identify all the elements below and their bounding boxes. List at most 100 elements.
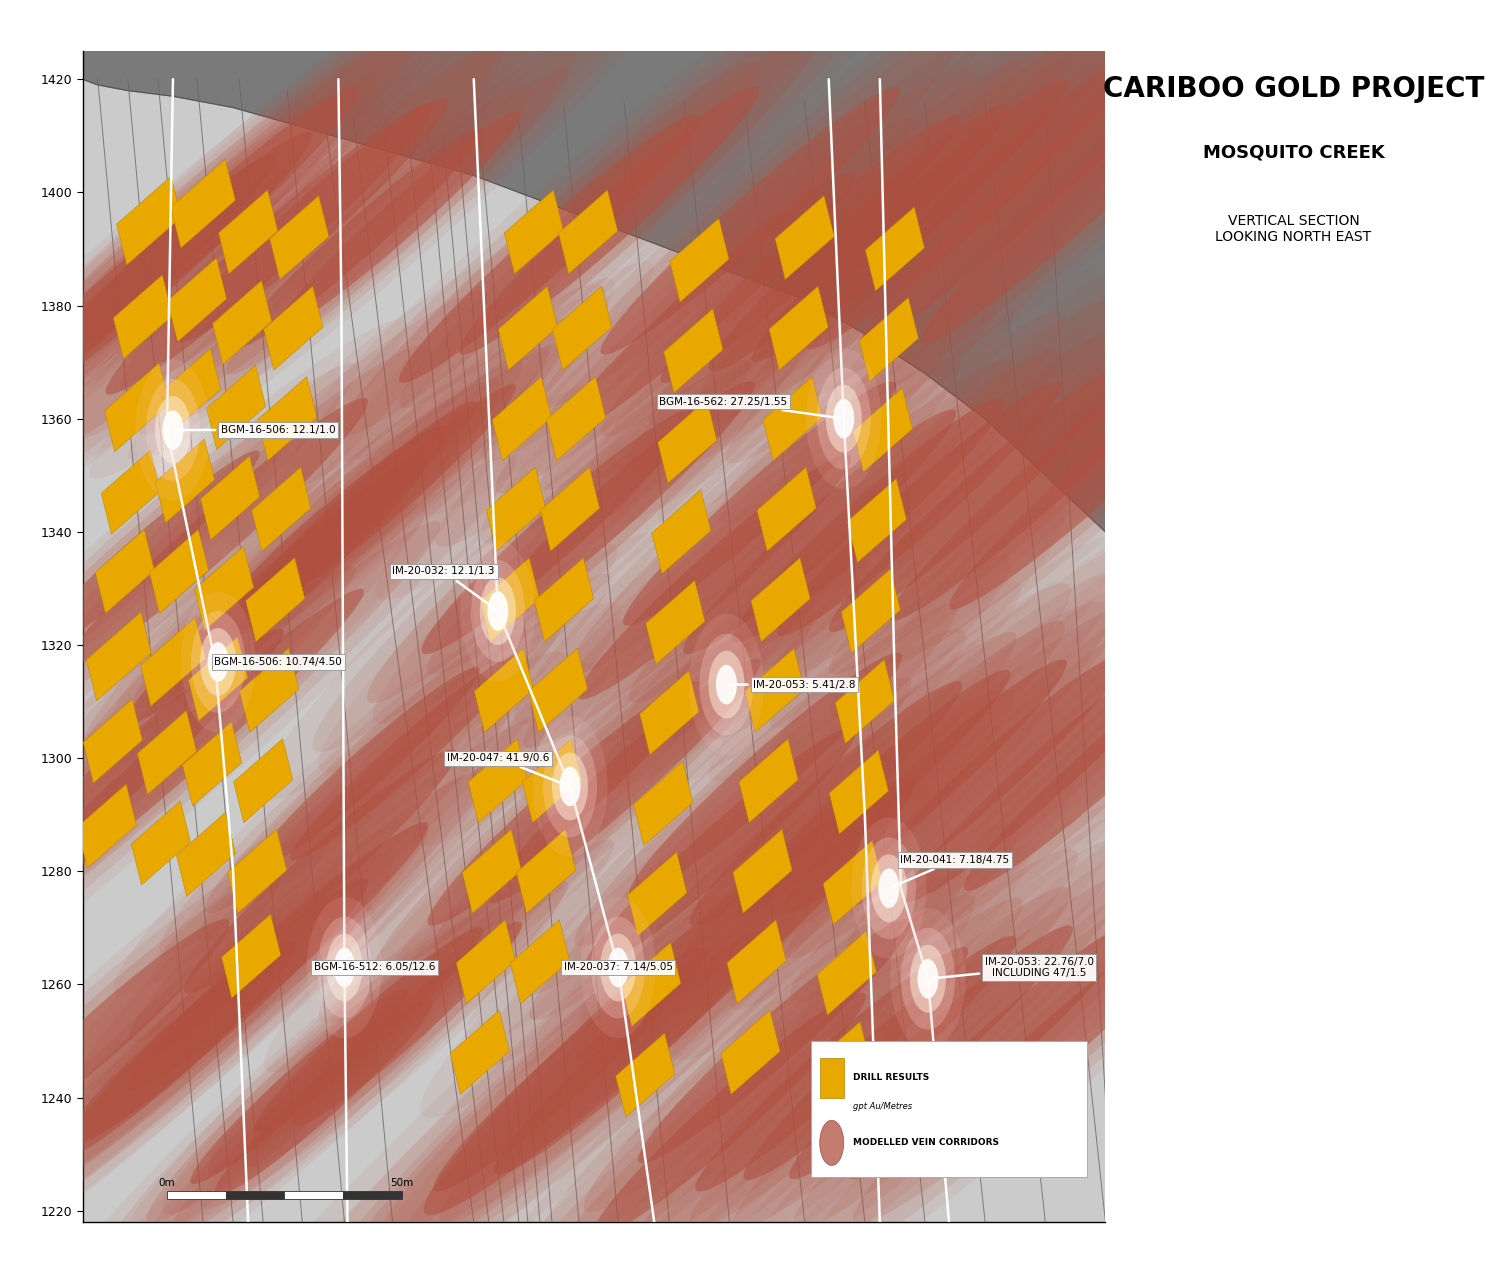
Polygon shape xyxy=(621,942,681,1026)
Polygon shape xyxy=(558,190,618,274)
Ellipse shape xyxy=(162,410,183,449)
Text: BGM-16-506: 10.74/4.50: BGM-16-506: 10.74/4.50 xyxy=(215,657,341,667)
Ellipse shape xyxy=(850,925,1133,1179)
Polygon shape xyxy=(540,467,600,551)
Ellipse shape xyxy=(716,665,737,704)
Polygon shape xyxy=(83,51,1105,532)
Ellipse shape xyxy=(162,845,575,1214)
Ellipse shape xyxy=(689,681,963,925)
Ellipse shape xyxy=(591,917,645,1018)
Ellipse shape xyxy=(0,662,609,1251)
Ellipse shape xyxy=(871,854,907,922)
Ellipse shape xyxy=(68,878,368,1147)
Ellipse shape xyxy=(0,718,549,1273)
Ellipse shape xyxy=(829,299,1250,675)
Ellipse shape xyxy=(429,845,1030,1273)
Ellipse shape xyxy=(0,290,489,773)
Ellipse shape xyxy=(618,773,1244,1273)
Polygon shape xyxy=(86,612,152,700)
Polygon shape xyxy=(865,207,925,292)
Ellipse shape xyxy=(236,129,483,348)
Ellipse shape xyxy=(126,922,520,1273)
Ellipse shape xyxy=(907,586,1304,942)
Ellipse shape xyxy=(540,8,1081,490)
Ellipse shape xyxy=(68,401,489,777)
Ellipse shape xyxy=(433,947,707,1192)
Ellipse shape xyxy=(128,0,669,462)
Ellipse shape xyxy=(0,853,394,1251)
Ellipse shape xyxy=(83,882,564,1273)
Ellipse shape xyxy=(635,838,1125,1273)
Ellipse shape xyxy=(0,787,378,1273)
Ellipse shape xyxy=(552,752,588,820)
Ellipse shape xyxy=(208,642,229,682)
Ellipse shape xyxy=(155,798,660,1250)
Ellipse shape xyxy=(8,715,549,1198)
Ellipse shape xyxy=(910,945,946,1013)
Ellipse shape xyxy=(529,677,911,1020)
Polygon shape xyxy=(859,298,919,382)
Ellipse shape xyxy=(593,993,866,1237)
Ellipse shape xyxy=(244,615,566,901)
Polygon shape xyxy=(552,286,612,370)
Ellipse shape xyxy=(567,252,1169,789)
Polygon shape xyxy=(546,377,606,461)
Ellipse shape xyxy=(50,942,296,1164)
Ellipse shape xyxy=(459,234,1060,773)
Ellipse shape xyxy=(128,822,429,1090)
Ellipse shape xyxy=(8,825,429,1200)
Ellipse shape xyxy=(660,115,961,383)
Ellipse shape xyxy=(672,502,1298,1060)
Ellipse shape xyxy=(66,0,556,440)
Polygon shape xyxy=(161,349,221,433)
Polygon shape xyxy=(811,1022,871,1106)
Ellipse shape xyxy=(379,560,869,1001)
Ellipse shape xyxy=(214,999,433,1195)
Polygon shape xyxy=(633,761,693,845)
Ellipse shape xyxy=(529,821,1020,1262)
Ellipse shape xyxy=(0,810,444,1273)
Ellipse shape xyxy=(851,817,926,959)
Polygon shape xyxy=(720,1011,781,1095)
Ellipse shape xyxy=(146,379,200,481)
Ellipse shape xyxy=(663,280,1175,738)
Ellipse shape xyxy=(806,59,1134,349)
Ellipse shape xyxy=(787,0,1394,463)
Polygon shape xyxy=(239,648,299,732)
Ellipse shape xyxy=(584,869,966,1212)
Polygon shape xyxy=(486,467,546,551)
Ellipse shape xyxy=(205,626,526,913)
Ellipse shape xyxy=(480,0,1142,544)
Ellipse shape xyxy=(581,896,656,1039)
Polygon shape xyxy=(528,648,588,732)
Ellipse shape xyxy=(257,262,859,801)
Ellipse shape xyxy=(677,349,1059,691)
Ellipse shape xyxy=(183,749,457,993)
Ellipse shape xyxy=(146,950,453,1223)
Polygon shape xyxy=(738,738,799,822)
Ellipse shape xyxy=(904,648,1187,903)
Ellipse shape xyxy=(581,583,1071,1023)
Ellipse shape xyxy=(562,0,1257,531)
Ellipse shape xyxy=(474,771,1075,1273)
Ellipse shape xyxy=(199,574,611,942)
Ellipse shape xyxy=(325,689,1014,1273)
Ellipse shape xyxy=(719,0,1462,523)
Ellipse shape xyxy=(833,398,854,438)
Ellipse shape xyxy=(202,840,614,1208)
Ellipse shape xyxy=(0,875,278,1185)
Ellipse shape xyxy=(319,583,809,1023)
Polygon shape xyxy=(763,377,823,461)
Ellipse shape xyxy=(0,74,378,481)
Ellipse shape xyxy=(177,23,620,418)
Polygon shape xyxy=(829,750,889,834)
Ellipse shape xyxy=(290,656,519,861)
Ellipse shape xyxy=(769,181,1430,770)
Ellipse shape xyxy=(325,849,815,1273)
Text: DRILL RESULTS: DRILL RESULTS xyxy=(853,1073,929,1082)
Ellipse shape xyxy=(134,378,501,708)
Ellipse shape xyxy=(817,368,871,470)
Ellipse shape xyxy=(317,917,371,1018)
Polygon shape xyxy=(663,309,723,393)
Ellipse shape xyxy=(102,910,496,1263)
